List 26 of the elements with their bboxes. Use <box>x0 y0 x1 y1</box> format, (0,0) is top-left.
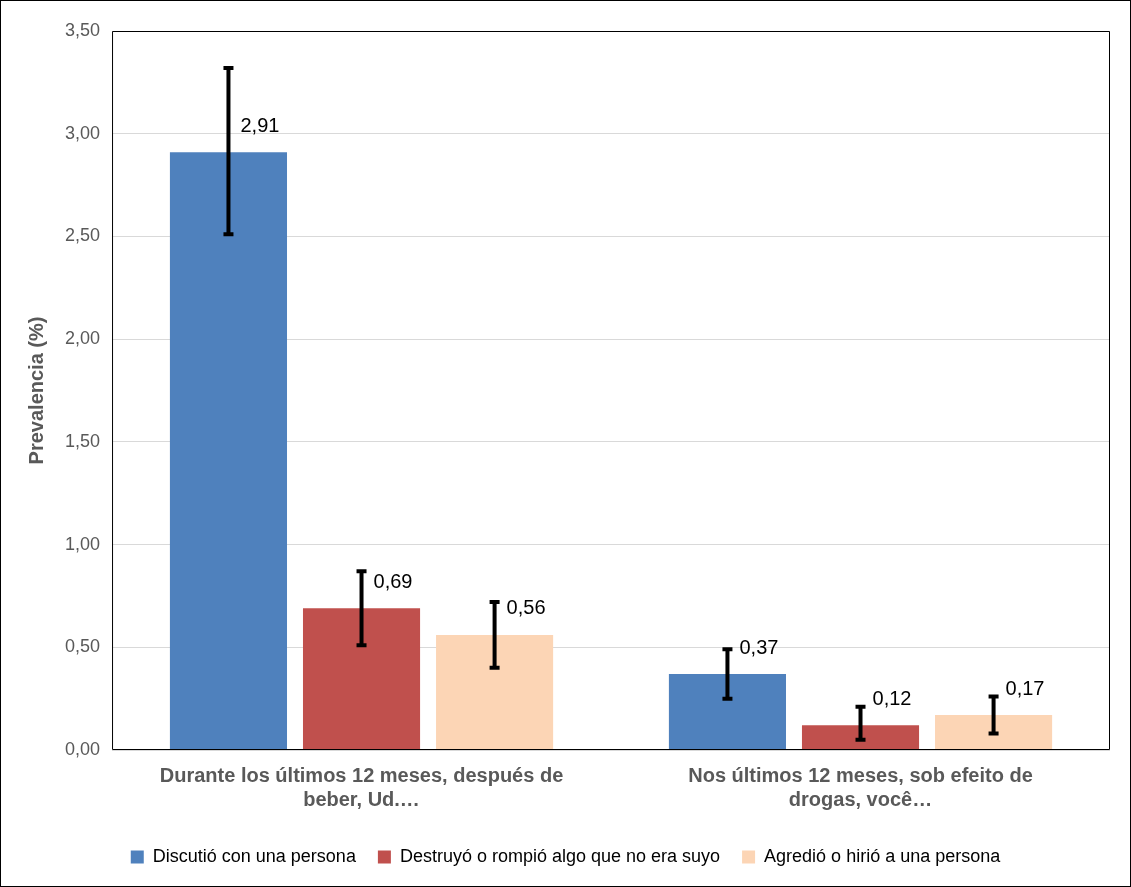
y-tick-label: 0,00 <box>64 738 101 759</box>
data-label: 0,37 <box>739 635 779 658</box>
data-label: 0,12 <box>872 686 912 709</box>
y-tick-label: 1,00 <box>64 533 101 554</box>
y-tick-label: 3,00 <box>64 122 101 143</box>
y-tick-label: 2,00 <box>64 328 101 349</box>
bar <box>436 634 554 750</box>
bar <box>302 608 421 750</box>
legend-label: Agredió o hirió a una persona <box>764 845 1002 866</box>
bar <box>169 152 288 750</box>
y-tick-label: 3,50 <box>64 19 101 40</box>
y-axis-title: Prevalencia (%) <box>24 316 47 465</box>
x-tick-label: Nos últimos 12 meses, sob efeito de drogas, você… <box>688 763 1033 810</box>
data-label: 0,56 <box>506 596 546 619</box>
data-label: 0,69 <box>373 569 413 592</box>
bar <box>801 725 920 750</box>
y-tick-label: 0,50 <box>64 636 101 657</box>
y-tick-label: 2,50 <box>64 225 101 246</box>
data-label: 0,17 <box>1005 676 1045 699</box>
bar <box>935 715 1053 750</box>
legend-label: Destruyó o rompió algo que no era suyo <box>399 845 721 866</box>
bar <box>668 673 786 750</box>
y-tick-label: 1,50 <box>64 430 101 451</box>
legend-label: Discutió con una persona <box>152 845 357 866</box>
x-tick-label: Durante los últimos 12 meses, después de beber, Ud.… <box>159 763 564 810</box>
data-label: 2,91 <box>240 113 280 136</box>
